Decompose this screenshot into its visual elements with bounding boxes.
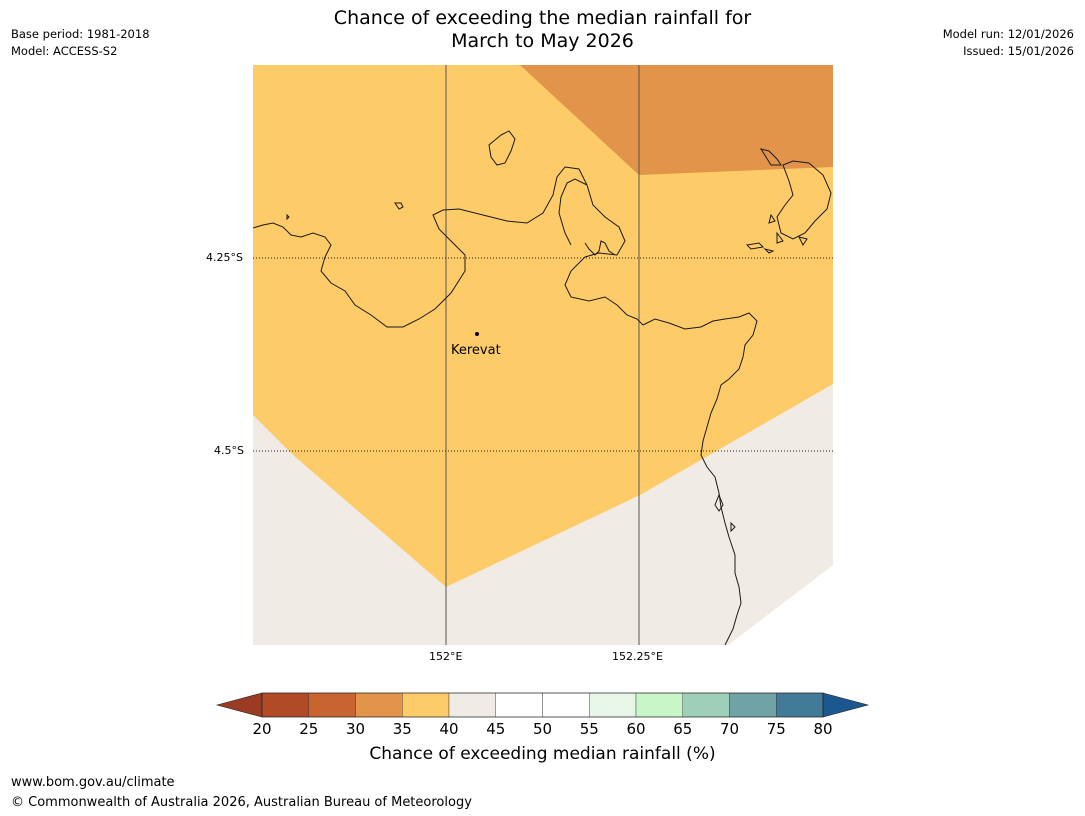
colorbar-label: Chance of exceeding median rainfall (%) [369, 744, 716, 764]
meta-left: Base period: 1981-2018 Model: ACCESS-S2 [11, 26, 150, 60]
base-period: Base period: 1981-2018 [11, 27, 150, 41]
colorbar-bin-55-60 [589, 692, 637, 718]
chart-title: Chance of exceeding the median rainfall … [0, 7, 1085, 53]
colorbar-tick-label: 35 [392, 720, 412, 738]
colorbar-tick-label: 65 [673, 720, 693, 738]
kerevat-marker [475, 332, 479, 336]
model-name: Model: ACCESS-S2 [11, 44, 118, 58]
meta-right: Model run: 12/01/2026 Issued: 15/01/2026 [943, 26, 1074, 60]
colorbar-tick-label: 45 [486, 720, 506, 738]
colorbar-bin-30-35 [355, 692, 403, 718]
colorbar-bin-50-55 [542, 692, 590, 718]
lon-label-152: 152°E [429, 650, 463, 663]
colorbar-bin-45-50 [495, 692, 543, 718]
colorbar-extend-high [822, 692, 870, 718]
colorbar-bin-60-65 [635, 692, 683, 718]
footer-url[interactable]: www.bom.gov.au/climate [11, 775, 175, 790]
colorbar-tick-label: 40 [439, 720, 459, 738]
colorbar-tick-label: 30 [345, 720, 366, 738]
title-line-1: Chance of exceeding the median rainfall … [333, 7, 752, 29]
coastline [253, 130, 832, 645]
colorbar-tick-label: 20 [252, 720, 272, 738]
map-panel [253, 65, 833, 645]
lat-label-4-25: 4.25°S [206, 251, 243, 264]
colorbar-bin-65-70 [682, 692, 730, 718]
colorbar-bin-40-45 [448, 692, 496, 718]
colorbar-frame [261, 692, 824, 718]
issued-date: Issued: 15/01/2026 [963, 44, 1074, 58]
lat-label-4-5: 4.5°S [214, 444, 244, 457]
colorbar-tick-label: 75 [766, 720, 786, 738]
lon-label-152-25: 152.25°E [612, 650, 663, 663]
colorbar-tick-label: 50 [532, 720, 553, 738]
colorbar-tick-label: 55 [579, 720, 599, 738]
map-region-30-35 [520, 65, 833, 175]
colorbar-bin-70-75 [729, 692, 777, 718]
colorbar [215, 692, 870, 718]
model-run: Model run: 12/01/2026 [942, 27, 1074, 41]
colorbar-bin-25-30 [308, 692, 356, 718]
colorbar-bin-20-25 [261, 692, 309, 718]
colorbar-extend-low [215, 692, 263, 718]
map-nodata-corner [728, 565, 833, 645]
map-region-40-45 [253, 384, 833, 645]
kerevat-label: Kerevat [451, 343, 501, 358]
title-line-2: March to May 2026 [451, 30, 634, 52]
footer-copyright: © Commonwealth of Australia 2026, Austra… [11, 795, 472, 810]
colorbar-tick-label: 25 [299, 720, 319, 738]
colorbar-tick-label: 70 [719, 720, 740, 738]
colorbar-tick-label: 60 [626, 720, 646, 738]
colorbar-tick-label: 80 [813, 720, 833, 738]
colorbar-bin-75-80 [776, 692, 824, 718]
colorbar-bin-35-40 [402, 692, 450, 718]
